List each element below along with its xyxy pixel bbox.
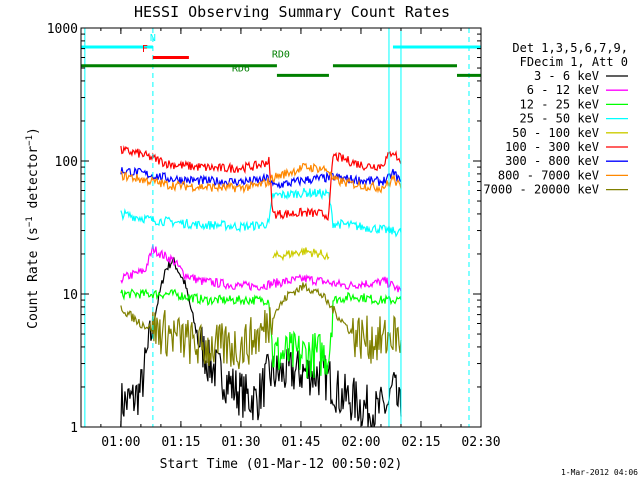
x-tick-label-01-30: 01:30: [221, 435, 260, 450]
y-tick-label-100: 100: [55, 155, 78, 170]
legend-title-line1: Det 1,3,5,6,7,9,: [512, 41, 628, 55]
legend-label-300-800-kev: 300 - 800 keV: [505, 154, 599, 168]
flag-label-rd0: RD0: [272, 50, 290, 61]
flag-label-rd6: RD6: [232, 64, 250, 75]
x-tick-label-01-15: 01:15: [161, 435, 200, 450]
y-axis-label-base: Count Rate (s: [26, 227, 41, 329]
series-line-50-100-kev: [272, 247, 330, 262]
x-axis-ticks: 01:00 01:15 01:30 01:45 02:00 02:15 02:30: [100, 28, 501, 450]
series-line-3-6-kev: [120, 257, 402, 427]
legend-label-25-50-kev: 25 - 50 keV: [520, 112, 599, 126]
legend-entry-300-800-kev: 300 - 800 keV: [505, 154, 628, 168]
y-axis-label: Count Rate (s−1 detector−1): [25, 127, 41, 329]
chart-title: HESSI Observing Summary Count Rates: [134, 3, 450, 21]
legend: Det 1,3,5,6,7,9, FDecim 1, Att 0 3 - 6 k…: [483, 41, 628, 197]
legend-entry-800-7000-kev: 800 - 7000 keV: [498, 168, 628, 182]
series-3-6-kev: [120, 257, 402, 427]
legend-entry-25-50-kev: 25 - 50 keV: [520, 112, 628, 126]
legend-entry-6-12-kev: 6 - 12 keV: [527, 83, 628, 97]
legend-label-7000-20000-kev: 7000 - 20000 keV: [483, 183, 599, 197]
y-tick-label-1000: 1000: [47, 22, 78, 37]
series-line-800-7000-kev: [120, 162, 402, 194]
series-25-50-kev: [120, 187, 402, 238]
y-axis-label-sup1: −1: [25, 216, 35, 227]
x-axis-label: Start Time (01-Mar-12 00:50:02): [160, 457, 403, 472]
legend-label-50-100-kev: 50 - 100 keV: [512, 126, 599, 140]
series-6-12-kev: [120, 244, 402, 293]
x-tick-label-01-00: 01:00: [101, 435, 140, 450]
x-tick-label-02-15: 02:15: [401, 435, 440, 450]
flag-label-n: N: [150, 33, 156, 44]
y-tick-label-10: 10: [62, 288, 78, 303]
legend-label-6-12-kev: 6 - 12 keV: [527, 83, 599, 97]
y-axis-label-sup2: −1: [25, 135, 35, 146]
series-300-800-kev: [120, 166, 402, 189]
y-axis-label-mid: detector: [26, 146, 41, 217]
series-800-7000-kev: [120, 162, 402, 194]
y-tick-label-1: 1: [70, 421, 78, 436]
series-7000-20000-kev: [120, 282, 402, 370]
series-100-300-kev: [120, 145, 402, 221]
x-tick-label-02-30: 02:30: [461, 435, 500, 450]
series-50-100-kev: [272, 247, 330, 262]
flag-bars: [81, 45, 481, 77]
legend-entry-7000-20000-kev: 7000 - 20000 keV: [483, 183, 628, 197]
legend-entry-50-100-kev: 50 - 100 keV: [512, 126, 628, 140]
y-axis-label-end: ): [26, 127, 41, 135]
legend-label-3-6-kev: 3 - 6 keV: [534, 69, 599, 83]
legend-entry-100-300-kev: 100 - 300 keV: [505, 140, 628, 154]
legend-label-800-7000-kev: 800 - 7000 keV: [498, 168, 599, 182]
series-line-300-800-kev: [120, 166, 402, 189]
series-line-12-25-kev: [120, 288, 402, 379]
legend-title-line2: FDecim 1, Att 0: [520, 55, 628, 69]
legend-label-100-300-kev: 100 - 300 keV: [505, 140, 599, 154]
legend-entry-12-25-kev: 12 - 25 keV: [520, 97, 628, 111]
x-tick-label-02-00: 02:00: [341, 435, 380, 450]
flag-label-f: F: [142, 44, 148, 55]
vertical-markers: [84, 28, 470, 427]
legend-label-12-25-kev: 12 - 25 keV: [520, 97, 599, 111]
series-12-25-kev: [120, 288, 402, 379]
footer-date: 1-Mar-2012 04:06: [561, 468, 638, 477]
x-tick-label-01-45: 01:45: [281, 435, 320, 450]
series-line-6-12-kev: [120, 244, 402, 293]
legend-entry-3-6-kev: 3 - 6 keV: [534, 69, 628, 83]
y-axis-ticks: 1 10 100 1000: [47, 22, 481, 436]
series-line-7000-20000-kev: [120, 282, 402, 370]
series-layer: [120, 145, 402, 427]
series-line-25-50-kev: [120, 187, 402, 238]
flag-annotations: NF RD0 RD6: [142, 33, 290, 75]
series-line-100-300-kev: [120, 145, 402, 221]
